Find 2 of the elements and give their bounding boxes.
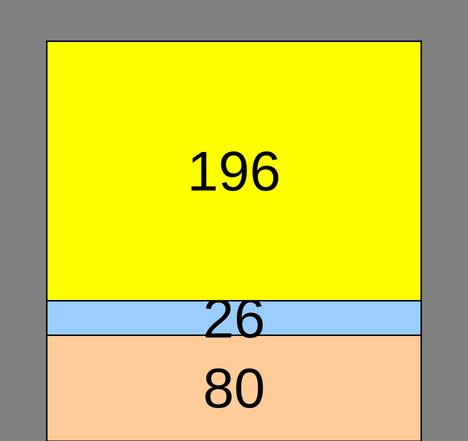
data-label: 196 — [187, 139, 281, 202]
data-label: 80 — [202, 356, 266, 420]
